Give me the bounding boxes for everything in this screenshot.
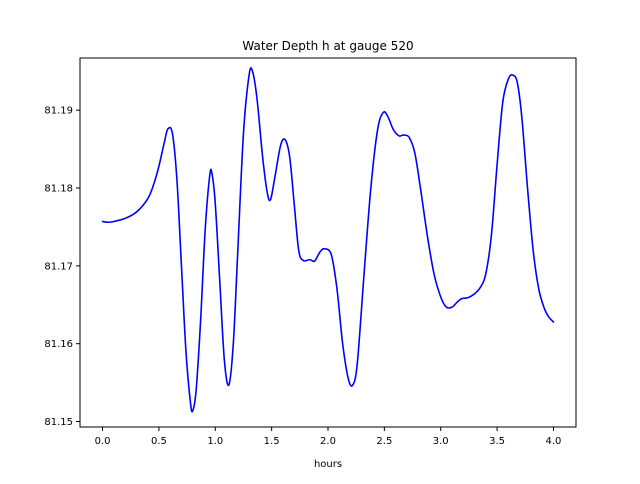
x-tick-label: 0.5 — [151, 436, 167, 447]
x-tick-label: 3.5 — [489, 436, 505, 447]
chart-title: Water Depth h at gauge 520 — [242, 39, 413, 53]
x-tick-label: 2.0 — [320, 436, 336, 447]
x-tick-label: 4.0 — [546, 436, 562, 447]
water-depth-series-line — [101, 67, 555, 413]
x-tick-label: 3.0 — [433, 436, 449, 447]
x-tick-label: 1.0 — [207, 436, 223, 447]
y-axis-ticks: 81.15 81.16 81.17 81.18 81.19 — [44, 106, 80, 428]
x-tick-label: 2.5 — [376, 436, 392, 447]
x-axis-ticks: 0.0 0.5 1.0 1.5 2.0 2.5 3.0 3.5 4.0 — [95, 427, 562, 447]
y-tick-label: 81.18 — [44, 184, 73, 195]
x-tick-label: 1.5 — [264, 436, 280, 447]
x-axis-label: hours — [314, 459, 342, 470]
plot-area-background — [80, 58, 576, 427]
y-tick-label: 81.16 — [44, 339, 73, 350]
plot-frame — [79, 57, 577, 428]
y-tick-label: 81.17 — [44, 261, 73, 272]
y-tick-label: 81.15 — [44, 417, 73, 428]
y-tick-label: 81.19 — [44, 106, 73, 117]
x-tick-label: 0.0 — [95, 436, 111, 447]
